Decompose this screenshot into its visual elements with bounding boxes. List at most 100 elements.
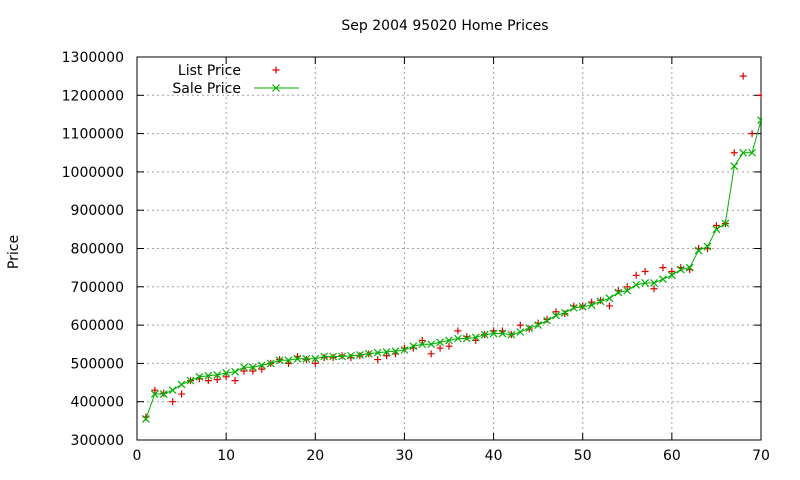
list-price-point <box>712 222 720 230</box>
sale-price-point <box>525 324 534 333</box>
sale-price-point <box>748 148 757 157</box>
list-price-point <box>151 386 159 394</box>
list-price-point <box>730 149 738 157</box>
sale-price-point <box>257 361 266 370</box>
legend-label: List Price <box>178 63 241 79</box>
list-price-point <box>641 267 649 275</box>
sale-price-point <box>355 351 364 359</box>
sale-price-point <box>694 246 703 255</box>
series-sale-price <box>141 116 762 423</box>
list-price-point <box>213 375 221 383</box>
y-tick-label: 600000 <box>71 318 124 334</box>
y-tick-label: 1100000 <box>62 127 124 143</box>
sale-price-point <box>462 334 471 343</box>
legend-marker-list-price <box>272 66 280 74</box>
list-price-point <box>320 354 328 362</box>
sale-price-point <box>391 347 400 356</box>
sale-price-point <box>471 333 480 342</box>
list-price-point <box>374 356 382 364</box>
series-list-price <box>142 72 762 421</box>
sale-price-point <box>712 225 721 234</box>
sale-price-point <box>293 354 302 363</box>
list-price-point <box>329 354 337 362</box>
sale-price-point <box>453 334 462 343</box>
list-price-point <box>748 130 756 138</box>
sale-price-point <box>409 342 418 351</box>
sale-price-point <box>650 279 658 287</box>
y-tick-label: 800000 <box>71 242 124 258</box>
sale-price-point <box>605 294 614 303</box>
sale-price-point <box>195 372 204 381</box>
x-tick-label: 30 <box>396 448 414 464</box>
list-price-point <box>204 377 212 385</box>
sale-price-point <box>329 352 338 361</box>
sale-price-point <box>641 279 650 287</box>
list-price-point <box>445 342 453 350</box>
sale-price-point <box>596 297 605 306</box>
sale-price-point <box>427 340 436 349</box>
sale-price-point <box>569 303 578 312</box>
sale-price-point <box>222 369 231 377</box>
list-price-point <box>650 285 658 293</box>
list-price-point <box>552 308 560 316</box>
sale-price-point <box>364 349 373 358</box>
sale-price-point <box>320 352 329 361</box>
sale-price-point <box>507 330 516 339</box>
sale-price-point <box>543 316 551 325</box>
sale-price-line <box>145 120 762 420</box>
sale-price-point <box>186 376 195 385</box>
sale-price-point <box>614 288 623 297</box>
y-tick-label: 300000 <box>71 433 124 449</box>
sale-price-point <box>275 356 284 365</box>
sale-price-point <box>302 354 311 363</box>
plot-area <box>141 72 762 423</box>
list-price-point <box>454 327 462 335</box>
chart-title: Sep 2004 95020 Home Prices <box>341 18 549 34</box>
sale-price-point <box>578 302 587 311</box>
y-tick-label: 1200000 <box>62 88 124 104</box>
y-tick-label: 700000 <box>71 280 124 296</box>
sale-price-point <box>516 328 525 336</box>
sale-price-point <box>311 354 320 363</box>
list-price-point <box>311 359 319 367</box>
list-price-point <box>418 336 426 344</box>
sale-price-point <box>248 363 257 372</box>
x-tick-label: 60 <box>663 448 681 464</box>
sale-price-point <box>400 346 409 354</box>
list-price-point <box>757 91 762 99</box>
list-price-point <box>258 365 266 373</box>
list-price-point <box>427 350 435 358</box>
list-price-point <box>383 352 391 360</box>
sale-price-point <box>632 280 641 289</box>
list-price-point <box>249 367 257 375</box>
sale-price-point <box>347 351 355 360</box>
sale-price-point <box>676 265 685 274</box>
list-price-point <box>623 283 631 291</box>
y-tick-label: 900000 <box>71 203 124 219</box>
x-tick-label: 70 <box>752 448 770 464</box>
grid <box>137 57 761 440</box>
y-tick-label: 1000000 <box>62 165 124 181</box>
legend-marker-sale-price <box>272 84 280 92</box>
y-tick-label: 500000 <box>71 356 124 372</box>
x-tick-label: 20 <box>306 448 324 464</box>
sale-price-point <box>552 311 560 320</box>
y-tick-label: 1300000 <box>62 50 124 66</box>
sale-price-point <box>480 330 489 339</box>
list-price-point <box>739 72 747 80</box>
sale-price-point <box>560 308 569 317</box>
sale-price-point <box>685 263 694 272</box>
sale-price-point <box>213 370 222 379</box>
sale-price-point <box>177 380 186 389</box>
sale-price-point <box>231 367 239 376</box>
list-price-point <box>436 344 444 352</box>
sale-price-point <box>659 275 667 284</box>
legend: List Price Sale Price <box>172 63 299 97</box>
sale-price-point <box>623 286 632 295</box>
sale-price-point <box>757 116 762 125</box>
sale-price-point <box>204 371 213 380</box>
sale-price-point <box>445 336 453 345</box>
sale-price-point <box>534 321 543 330</box>
list-price-point <box>605 302 613 310</box>
list-price-point <box>632 271 640 279</box>
